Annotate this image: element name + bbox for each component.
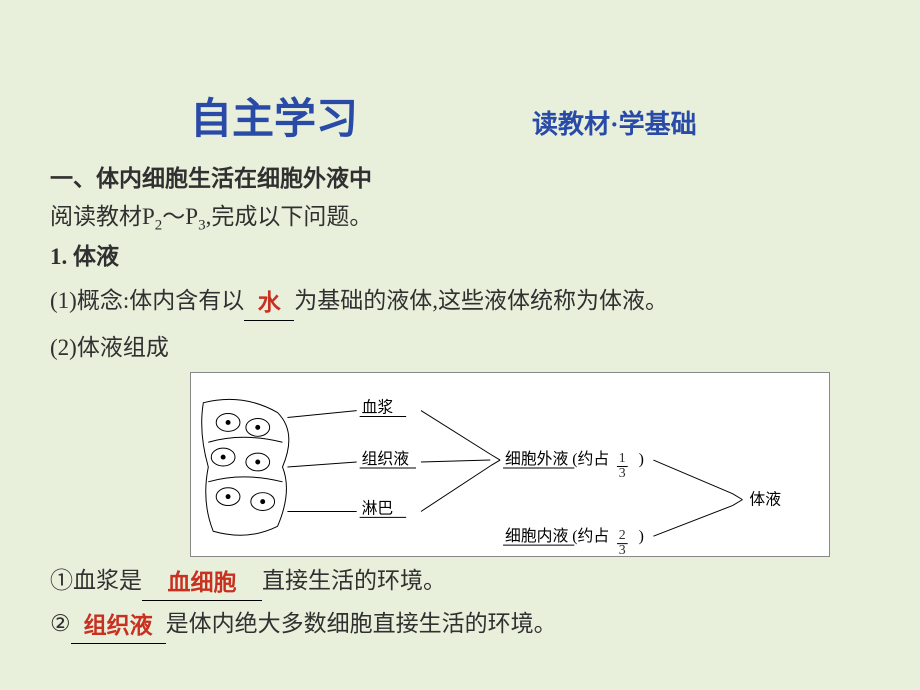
line4-a: ② xyxy=(50,611,71,636)
ecf-den: 3 xyxy=(617,467,628,478)
label-ecf: 细胞外液 (约占 xyxy=(505,450,609,468)
item1-head: 1. 体液 xyxy=(50,238,870,276)
fill-tissue-fluid: 组织液 xyxy=(84,613,153,638)
label-body-fluid: 体液 xyxy=(749,491,781,509)
main-title: 自主学习 xyxy=(190,85,358,146)
reading-sub2: 3 xyxy=(198,218,206,234)
label-plasma: 血浆 xyxy=(362,399,394,417)
label-tissue-fluid: 组织液 xyxy=(362,450,410,468)
body-fluid-diagram: 血浆 组织液 淋巴 细胞外液 (约占 xyxy=(190,372,830,557)
line1-a: (1)概念:体内含有以 xyxy=(50,288,244,313)
line1-b: 为基础的液体,这些液体统称为体液。 xyxy=(294,288,668,313)
icf-num: 2 xyxy=(617,530,628,545)
line3-b: 直接生活的环境。 xyxy=(262,568,446,593)
line-plasma: ①血浆是 血细胞直接生活的环境。 xyxy=(50,562,870,601)
reading-suffix: ,完成以下问题。 xyxy=(206,204,373,229)
line-concept: (1)概念:体内含有以水为基础的液体,这些液体统称为体液。 xyxy=(50,282,870,321)
fill-water: 水 xyxy=(258,290,281,315)
line-tissue-fluid: ② 组织液是体内绝大多数细胞直接生活的环境。 xyxy=(50,605,870,644)
label-lymph: 淋巴 xyxy=(362,500,394,518)
reading-prefix: 阅读教材P xyxy=(50,204,155,229)
line-composition: (2)体液组成 xyxy=(50,329,870,367)
fill-blood-cell: 血细胞 xyxy=(168,570,237,595)
icf-close: ) xyxy=(639,528,644,545)
line4-b: 是体内绝大多数细胞直接生活的环境。 xyxy=(166,611,557,636)
icf-den: 3 xyxy=(617,544,628,555)
fraction-icf: 2 3 xyxy=(617,530,628,556)
ecf-close: ) xyxy=(639,451,644,468)
line3-a: ①血浆是 xyxy=(50,568,142,593)
subtitle: 读教材·学基础 xyxy=(532,104,697,141)
fraction-ecf: 1 3 xyxy=(617,452,628,478)
header: 自主学习 读教材·学基础 xyxy=(0,85,920,146)
section-heading: 一、体内细胞生活在细胞外液中 xyxy=(50,160,870,198)
slide: 自主学习 读教材·学基础 一、体内细胞生活在细胞外液中 阅读教材P2～P3,完成… xyxy=(0,0,920,690)
label-icf: 细胞内液 (约占 xyxy=(505,527,609,545)
reading-line: 阅读教材P2～P3,完成以下问题。 xyxy=(50,198,870,238)
reading-mid: ～P xyxy=(162,204,198,229)
ecf-num: 1 xyxy=(617,452,628,467)
content-block: 一、体内细胞生活在细胞外液中 阅读教材P2～P3,完成以下问题。 1. 体液 (… xyxy=(50,160,870,644)
